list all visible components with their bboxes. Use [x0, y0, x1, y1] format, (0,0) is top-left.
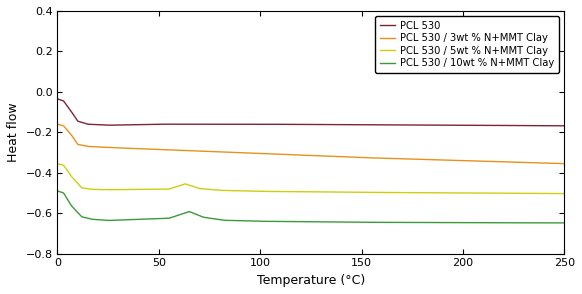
PCL 530 / 5wt % N+MMT Clay — [438, 191, 445, 195]
PCL 530 — [491, 124, 498, 127]
Line: PCL 530: PCL 530 — [58, 99, 565, 126]
PCL 530 — [85, 123, 92, 126]
PCL 530 / 10wt % N+MMT Clay — [491, 221, 498, 225]
PCL 530 / 3wt % N+MMT Clay — [54, 122, 61, 126]
PCL 530 / 10wt % N+MMT Clay — [349, 220, 356, 224]
X-axis label: Temperature (°C): Temperature (°C) — [257, 274, 365, 287]
PCL 530 / 5wt % N+MMT Clay — [561, 192, 568, 195]
PCL 530 — [561, 124, 568, 128]
PCL 530 — [349, 123, 356, 126]
PCL 530 / 3wt % N+MMT Clay — [362, 156, 369, 159]
PCL 530 / 5wt % N+MMT Clay — [491, 191, 498, 195]
PCL 530 / 3wt % N+MMT Clay — [377, 156, 384, 160]
PCL 530 / 10wt % N+MMT Clay — [377, 220, 384, 224]
Line: PCL 530 / 10wt % N+MMT Clay: PCL 530 / 10wt % N+MMT Clay — [58, 191, 565, 223]
Line: PCL 530 / 5wt % N+MMT Clay: PCL 530 / 5wt % N+MMT Clay — [58, 164, 565, 193]
PCL 530 — [377, 123, 384, 127]
PCL 530 — [438, 123, 445, 127]
PCL 530 / 5wt % N+MMT Clay — [377, 191, 384, 194]
PCL 530 / 10wt % N+MMT Clay — [438, 221, 445, 224]
PCL 530 / 10wt % N+MMT Clay — [54, 189, 61, 193]
PCL 530 / 5wt % N+MMT Clay — [349, 191, 356, 194]
Line: PCL 530 / 3wt % N+MMT Clay: PCL 530 / 3wt % N+MMT Clay — [58, 124, 565, 164]
PCL 530 / 3wt % N+MMT Clay — [349, 156, 356, 159]
PCL 530 / 3wt % N+MMT Clay — [561, 162, 568, 166]
PCL 530 — [362, 123, 369, 127]
PCL 530 / 3wt % N+MMT Clay — [438, 158, 445, 162]
Legend: PCL 530, PCL 530 / 3wt % N+MMT Clay, PCL 530 / 5wt % N+MMT Clay, PCL 530 / 10wt : PCL 530, PCL 530 / 3wt % N+MMT Clay, PCL… — [375, 16, 559, 74]
PCL 530 / 10wt % N+MMT Clay — [561, 221, 568, 225]
Y-axis label: Heat flow: Heat flow — [7, 103, 20, 162]
PCL 530 / 5wt % N+MMT Clay — [362, 191, 369, 194]
PCL 530 / 10wt % N+MMT Clay — [85, 217, 92, 220]
PCL 530 / 5wt % N+MMT Clay — [54, 162, 61, 166]
PCL 530 — [54, 97, 61, 101]
PCL 530 / 3wt % N+MMT Clay — [491, 160, 498, 163]
PCL 530 / 5wt % N+MMT Clay — [85, 187, 92, 191]
PCL 530 / 10wt % N+MMT Clay — [362, 220, 369, 224]
PCL 530 / 3wt % N+MMT Clay — [85, 145, 92, 148]
